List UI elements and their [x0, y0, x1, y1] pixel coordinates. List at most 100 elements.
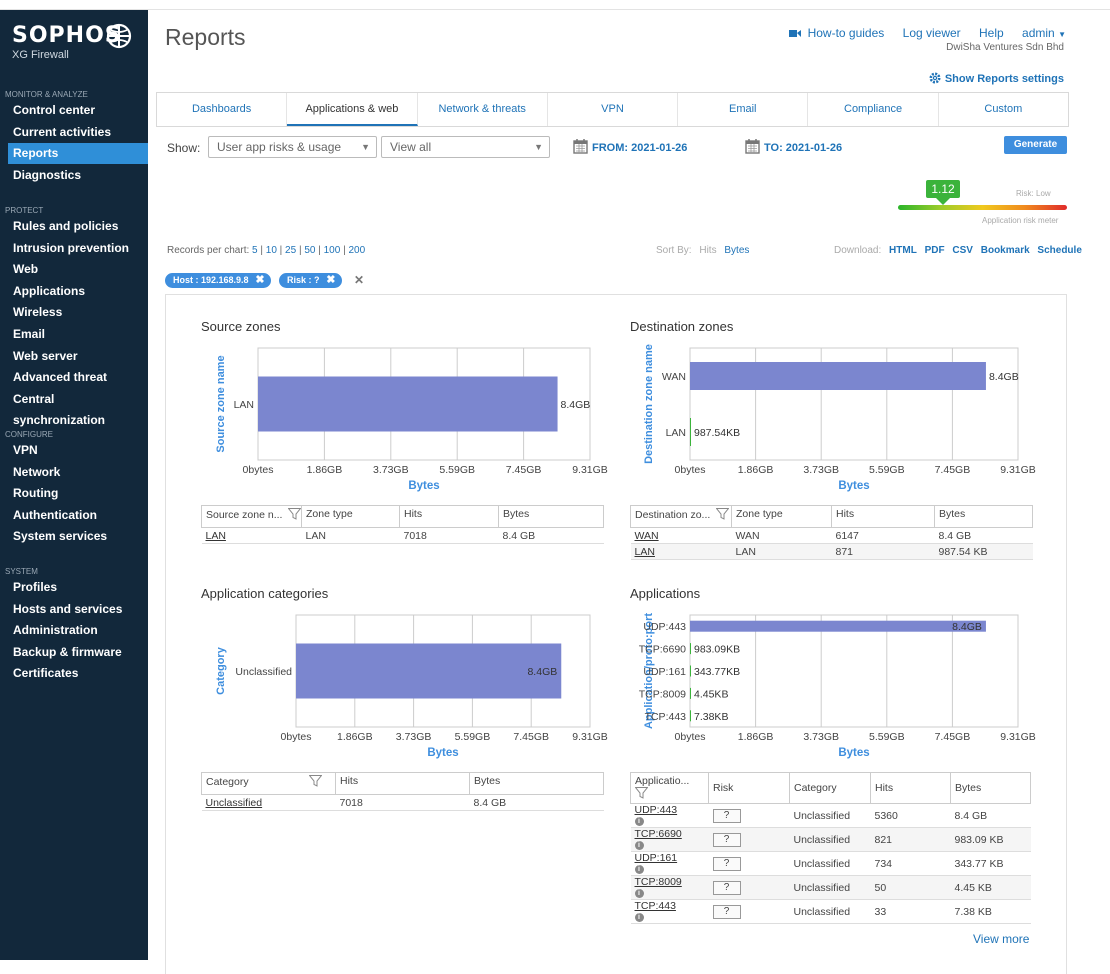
column-header[interactable]: Hits	[335, 772, 470, 795]
sidebar-item-diagnostics[interactable]: Diagnostics	[13, 167, 82, 182]
column-header[interactable]: Hits	[399, 505, 499, 528]
help-link[interactable]: Help	[979, 26, 1004, 40]
column-header[interactable]: Zone type	[731, 505, 832, 528]
how-to-guides-link[interactable]: How-to guides	[807, 26, 885, 40]
zone-link[interactable]: LAN	[205, 529, 226, 542]
sort-bytes-link[interactable]: Bytes	[724, 245, 750, 256]
sidebar-item-advanced-threat[interactable]: Advanced threat	[13, 370, 108, 385]
tab-vpn[interactable]: VPN	[548, 93, 679, 126]
schedule-link[interactable]: Schedule	[1037, 245, 1082, 256]
tab-applications-web[interactable]: Applications & web	[287, 93, 418, 126]
sidebar-item-network[interactable]: Network	[13, 464, 61, 479]
sort-hits-link[interactable]: Hits	[699, 245, 717, 256]
column-header[interactable]: Bytes	[498, 505, 604, 528]
sidebar-item-central-synchronization[interactable]: Central synchronization	[13, 391, 106, 427]
risk-button[interactable]: ?	[712, 880, 741, 895]
sidebar-item-current-activities[interactable]: Current activities	[13, 124, 112, 139]
application-link[interactable]: UDP:161	[634, 852, 678, 864]
table-cell[interactable]: TCP:8009 i	[630, 875, 709, 900]
admin-menu[interactable]: admin ▼	[1022, 26, 1066, 40]
filter-chip-host[interactable]: Host : 192.168.9.8 ✖	[165, 273, 271, 288]
records-option-10[interactable]: 10	[265, 245, 277, 256]
column-header[interactable]: Bytes	[934, 505, 1033, 528]
info-icon[interactable]: i	[634, 817, 644, 826]
column-header[interactable]: Bytes	[469, 772, 604, 795]
download-csv-link[interactable]: CSV	[952, 245, 973, 256]
application-link[interactable]: TCP:6690	[634, 828, 682, 840]
risk-button[interactable]: ?	[712, 904, 741, 919]
sidebar-item-routing[interactable]: Routing	[13, 486, 59, 501]
view-select[interactable]: View all ▼	[381, 136, 550, 158]
zone-link[interactable]: LAN	[634, 545, 655, 558]
report-type-select[interactable]: User app risks & usage ▼	[208, 136, 377, 158]
sidebar-item-web-server[interactable]: Web server	[13, 348, 78, 363]
table-cell[interactable]: TCP:443 i	[630, 899, 709, 924]
show-reports-settings-link[interactable]: Show Reports settings	[929, 72, 1064, 85]
column-header[interactable]: Applicatio...	[630, 772, 709, 804]
filter-icon[interactable]	[288, 508, 301, 520]
filter-chip-risk[interactable]: Risk : ? ✖	[279, 273, 342, 288]
sidebar-item-certificates[interactable]: Certificates	[13, 666, 79, 681]
application-link[interactable]: UDP:443	[634, 804, 678, 816]
column-header[interactable]: Category	[789, 772, 871, 804]
download-html-link[interactable]: HTML	[889, 245, 917, 256]
clear-filters-icon[interactable]: ✕	[354, 273, 365, 287]
risk-button[interactable]: ?	[712, 832, 741, 847]
download-pdf-link[interactable]: PDF	[924, 245, 945, 256]
zone-link[interactable]: WAN	[634, 529, 659, 542]
risk-button[interactable]: ?	[712, 808, 741, 823]
sidebar-item-system-services[interactable]: System services	[13, 529, 108, 544]
records-option-5[interactable]: 5	[252, 245, 258, 256]
table-cell[interactable]: WAN	[630, 527, 732, 544]
filter-icon[interactable]	[635, 787, 648, 799]
table-cell[interactable]: UDP:161 i	[630, 851, 709, 876]
sophos-logo[interactable]: SOPHOS XG Firewall	[12, 23, 132, 61]
generate-button[interactable]: Generate	[1004, 136, 1067, 154]
close-icon[interactable]: ✖	[326, 274, 336, 286]
column-header[interactable]: Zone type	[301, 505, 400, 528]
column-header[interactable]: Bytes	[950, 772, 1031, 804]
column-header[interactable]: Destination zo...	[630, 505, 732, 528]
tab-compliance[interactable]: Compliance	[808, 93, 939, 126]
from-date-picker[interactable]: FROM: 2021-01-26	[573, 139, 687, 154]
records-option-50[interactable]: 50	[304, 245, 316, 256]
sidebar-item-reports[interactable]: Reports	[8, 143, 148, 165]
sidebar-item-profiles[interactable]: Profiles	[13, 580, 58, 594]
column-header[interactable]: Category	[201, 772, 336, 795]
filter-icon[interactable]	[308, 775, 322, 787]
info-icon[interactable]: i	[634, 913, 644, 922]
sidebar-item-email[interactable]: Email	[13, 327, 46, 341]
log-viewer-link[interactable]: Log viewer	[902, 26, 961, 40]
info-icon[interactable]: i	[634, 889, 644, 898]
tab-email[interactable]: Email	[678, 93, 809, 126]
records-option-200[interactable]: 200	[348, 245, 366, 256]
records-option-25[interactable]: 25	[285, 245, 297, 256]
sidebar-item-wireless[interactable]: Wireless	[13, 305, 63, 320]
sidebar-item-backup-firmware[interactable]: Backup & firmware	[13, 644, 122, 659]
application-link[interactable]: TCP:443	[634, 900, 676, 912]
info-icon[interactable]: i	[634, 865, 644, 874]
info-icon[interactable]: i	[634, 841, 644, 850]
sidebar-item-authentication[interactable]: Authentication	[13, 507, 97, 522]
sidebar-item-intrusion-prevention[interactable]: Intrusion prevention	[13, 240, 130, 255]
column-header[interactable]: Risk	[708, 772, 790, 804]
table-cell[interactable]: LAN	[201, 527, 302, 544]
view-more-link[interactable]: View more	[973, 932, 1030, 946]
records-option-100[interactable]: 100	[323, 245, 341, 256]
column-header[interactable]: Hits	[870, 772, 951, 804]
sidebar-item-applications[interactable]: Applications	[13, 283, 86, 298]
column-header[interactable]: Hits	[831, 505, 935, 528]
column-header[interactable]: Source zone n...	[201, 505, 302, 528]
table-cell[interactable]: UDP:443 i	[630, 803, 709, 828]
bookmark-link[interactable]: Bookmark	[980, 245, 1030, 256]
table-cell[interactable]: TCP:6690 i	[630, 827, 709, 852]
sidebar-item-web[interactable]: Web	[13, 262, 39, 277]
filter-icon[interactable]	[716, 508, 730, 520]
sidebar-item-vpn[interactable]: VPN	[13, 443, 38, 457]
tab-dashboards[interactable]: Dashboards	[157, 93, 288, 126]
tab-custom[interactable]: Custom	[984, 103, 1023, 115]
sidebar-item-rules-and-policies[interactable]: Rules and policies	[13, 219, 119, 233]
close-icon[interactable]: ✖	[255, 274, 265, 286]
sidebar-item-administration[interactable]: Administration	[13, 623, 98, 638]
tab-network-threats[interactable]: Network & threats	[418, 93, 548, 126]
